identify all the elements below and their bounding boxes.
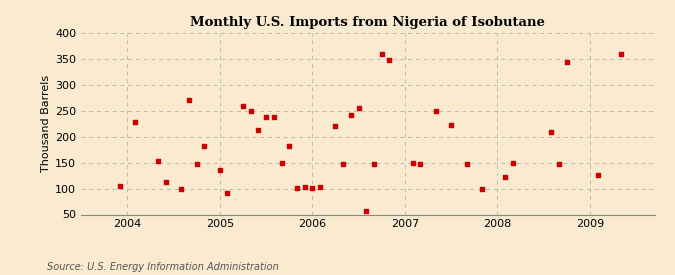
Point bbox=[176, 186, 186, 191]
Y-axis label: Thousand Barrels: Thousand Barrels bbox=[41, 75, 51, 172]
Point bbox=[284, 144, 294, 148]
Point bbox=[562, 59, 572, 64]
Point bbox=[191, 161, 202, 166]
Text: Source: U.S. Energy Information Administration: Source: U.S. Energy Information Administ… bbox=[47, 262, 279, 272]
Point bbox=[330, 124, 341, 128]
Point bbox=[407, 160, 418, 165]
Point bbox=[261, 115, 271, 119]
Point bbox=[161, 180, 171, 185]
Point bbox=[215, 168, 225, 173]
Point bbox=[269, 115, 279, 119]
Point bbox=[415, 161, 426, 166]
Point bbox=[315, 185, 325, 189]
Point bbox=[554, 161, 564, 166]
Point bbox=[276, 160, 287, 165]
Point bbox=[500, 175, 510, 179]
Point bbox=[130, 120, 140, 124]
Point bbox=[508, 160, 518, 165]
Point bbox=[238, 103, 248, 108]
Point bbox=[184, 98, 194, 103]
Point bbox=[307, 185, 318, 190]
Point bbox=[592, 172, 603, 177]
Point bbox=[353, 106, 364, 110]
Point bbox=[245, 109, 256, 113]
Point bbox=[299, 185, 310, 189]
Point bbox=[292, 185, 302, 190]
Point bbox=[430, 109, 441, 113]
Point bbox=[153, 159, 163, 163]
Point bbox=[253, 128, 264, 133]
Point bbox=[222, 191, 233, 195]
Point bbox=[477, 186, 487, 191]
Point bbox=[114, 184, 125, 188]
Point bbox=[616, 51, 626, 56]
Point bbox=[546, 129, 557, 134]
Point bbox=[361, 209, 372, 213]
Point bbox=[369, 161, 379, 166]
Point bbox=[346, 113, 356, 117]
Point bbox=[199, 143, 210, 148]
Point bbox=[377, 51, 387, 56]
Point bbox=[446, 123, 456, 128]
Point bbox=[461, 162, 472, 166]
Point bbox=[338, 161, 348, 166]
Title: Monthly U.S. Imports from Nigeria of Isobutane: Monthly U.S. Imports from Nigeria of Iso… bbox=[190, 16, 545, 29]
Point bbox=[384, 58, 395, 62]
